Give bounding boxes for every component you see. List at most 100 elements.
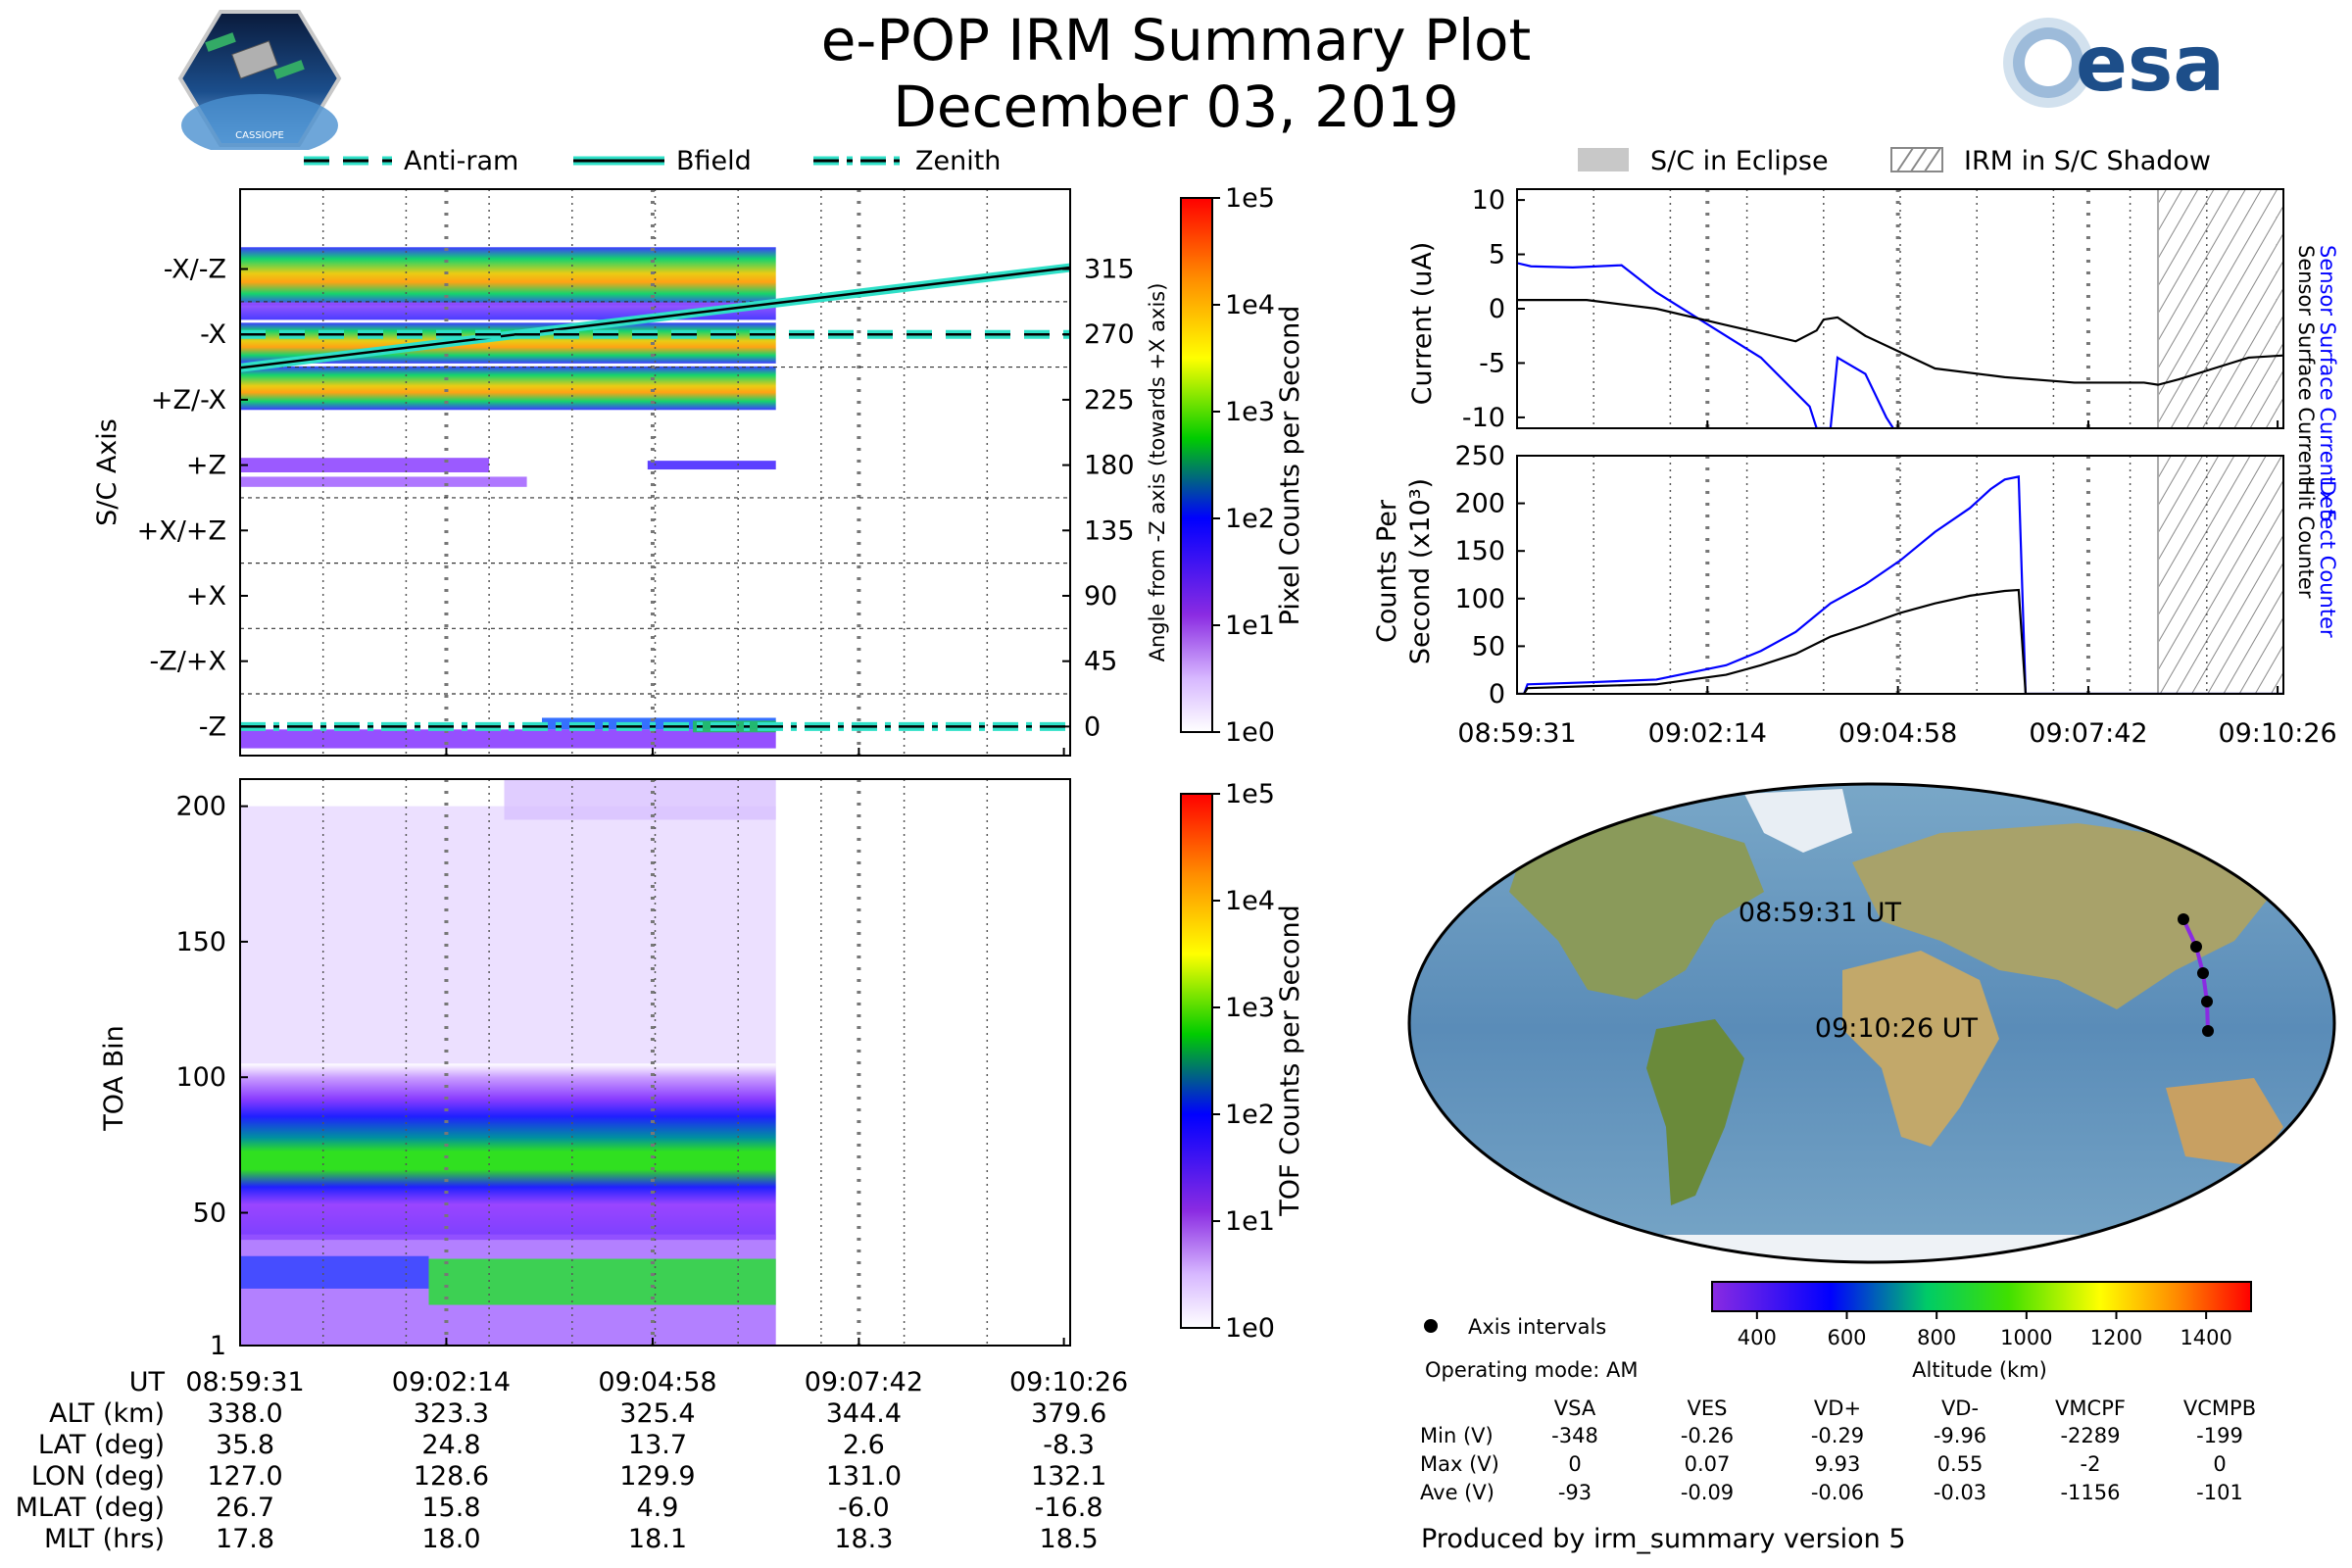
ephemeris-cell: 344.4 xyxy=(825,1398,903,1429)
colorbar-tick-label: 1e4 xyxy=(1225,886,1275,916)
current-ylabel: Current (uA) xyxy=(1407,242,1438,406)
south-america xyxy=(1646,1019,1744,1205)
stats-cell: 0 xyxy=(2213,1452,2227,1476)
tof-colorbar xyxy=(1180,793,1213,1329)
ephemeris-time: 09:04:58 xyxy=(598,1367,717,1397)
ephemeris-row-label: LON (deg) xyxy=(30,1461,165,1492)
esa-logo-text: esa xyxy=(2076,21,2225,109)
line-ytick-label: 250 xyxy=(1454,441,1505,471)
counts-ylabel-line2: Second (x10³) xyxy=(1405,478,1436,664)
colorbar-tick-label: 1e4 xyxy=(1225,290,1275,320)
colorbar-tick-label: 1e0 xyxy=(1225,717,1275,748)
line-ytick-label: 150 xyxy=(1454,536,1505,566)
stats-header: VCMPB xyxy=(2182,1396,2257,1420)
ephemeris-cell: 338.0 xyxy=(207,1398,283,1429)
ephemeris-time: 09:02:14 xyxy=(391,1367,512,1397)
ephemeris-cell: 129.9 xyxy=(619,1461,696,1492)
toa-ytick-label: 200 xyxy=(175,792,226,822)
line-bfield xyxy=(239,266,1071,369)
ephemeris-cell: 2.6 xyxy=(842,1430,885,1460)
axis-ytick-label: +Z xyxy=(186,451,226,481)
legend-line-styles: Anti-ram Bfield Zenith xyxy=(304,146,1001,176)
australia xyxy=(2166,1078,2283,1166)
ephemeris-cell: 379.6 xyxy=(1030,1398,1107,1429)
esa-logo: esa xyxy=(2003,18,2225,109)
ephemeris-row-label: ALT (km) xyxy=(49,1398,165,1429)
ephemeris-cell: 323.3 xyxy=(413,1398,490,1429)
axis-ytick-label: +X/+Z xyxy=(137,515,226,546)
ephemeris-cell: 132.1 xyxy=(1030,1461,1107,1492)
stats-cell: -1156 xyxy=(2060,1481,2121,1504)
right-axis-labels: Sensor Surface Current x 5 Sensor Surfac… xyxy=(2294,245,2339,638)
line-ytick-label: 100 xyxy=(1454,584,1505,614)
page-title: e-POP IRM Summary Plot xyxy=(820,7,1532,74)
ephemeris-cell: 17.8 xyxy=(215,1524,275,1554)
axis-y2tick-label: 270 xyxy=(1084,319,1135,350)
axis-ytick-label: -X xyxy=(200,319,226,350)
series-detect-counter xyxy=(1517,475,2283,694)
stats-cell: 0 xyxy=(1568,1452,1582,1476)
toa-ytick-label: 150 xyxy=(175,927,226,957)
ephemeris-cell: 18.3 xyxy=(834,1524,894,1554)
axis-ytick-label: -Z/+X xyxy=(150,647,226,677)
toa-heatmap-frame xyxy=(239,778,1071,1347)
stats-row-label: Min (V) xyxy=(1420,1424,1494,1447)
ephemeris-table: UT 08:59:31 09:02:14 09:04:58 09:07:42 09:10:… xyxy=(0,1367,1176,1568)
stats-header: VD+ xyxy=(1813,1396,1862,1420)
track-start-label: 08:59:31 UT xyxy=(1739,898,1902,928)
legend-shading: S/C in Eclipse IRM in S/C Shadow xyxy=(1578,146,2211,176)
axis-y2tick-label: 45 xyxy=(1084,647,1117,677)
line-xtick-label: 09:02:14 xyxy=(1648,718,1767,749)
ephemeris-cell: 26.7 xyxy=(215,1493,275,1523)
colorbar-tick-label: 1e2 xyxy=(1225,504,1275,534)
axis-interval-dot xyxy=(2178,913,2189,925)
stats-cell: -0.29 xyxy=(1810,1424,1865,1447)
stats-header: VES xyxy=(1687,1396,1728,1420)
ephemeris-cell: 325.4 xyxy=(619,1398,696,1429)
stats-cell: -101 xyxy=(2196,1481,2243,1504)
line-ytick-label: 50 xyxy=(1472,631,1505,662)
axis-interval-dot xyxy=(2190,941,2202,953)
tof-colorbar-label: TOF Counts per Second xyxy=(1275,905,1305,1217)
axis-y2tick-label: 0 xyxy=(1084,711,1101,742)
cassiope-logo: CASSIOPE xyxy=(177,10,342,150)
stats-cell: -9.96 xyxy=(1933,1424,1987,1447)
toa-ytick-label: 50 xyxy=(193,1198,226,1228)
toa-main-band xyxy=(240,1063,776,1241)
stats-header: VSA xyxy=(1553,1396,1596,1420)
world-map: 08:59:31 UT 09:10:26 UT xyxy=(1407,782,2336,1264)
north-america xyxy=(1509,813,1764,1000)
pixel-colorbar-ticks: 1e0 1e1 1e2 1e3 1e4 1e5 xyxy=(1212,186,1275,748)
line-xtick-label: 09:10:26 xyxy=(2218,718,2336,749)
axis-band-plusz-c xyxy=(240,476,527,487)
stats-row-label: Max (V) xyxy=(1420,1452,1499,1476)
line-xtick-label: 09:04:58 xyxy=(1838,718,1957,749)
stats-cell: -2 xyxy=(2080,1452,2101,1476)
stats-header: VD- xyxy=(1940,1396,1980,1420)
ephemeris-cell: 18.0 xyxy=(421,1524,481,1554)
orbit-track xyxy=(2178,913,2214,1037)
toa-sparse-region xyxy=(240,806,776,1078)
axis-ytick-label: +Z/-X xyxy=(151,385,226,416)
counts-ylabel-line1: Counts Per xyxy=(1372,499,1402,643)
line-ytick-label: -10 xyxy=(1462,403,1505,433)
line-xtick-label: 08:59:31 xyxy=(1457,718,1576,749)
altitude-colorbar-label: Altitude (km) xyxy=(1912,1358,2047,1382)
ephemeris-cell: 35.8 xyxy=(215,1430,275,1460)
colorbar-tick-label: 1e3 xyxy=(1225,397,1275,427)
altitude-tick-label: 1000 xyxy=(2000,1326,2052,1349)
colorbar-tick-label: 1e5 xyxy=(1225,779,1275,809)
shadow-region-0 xyxy=(2158,189,2283,428)
ephemeris-cell: 18.5 xyxy=(1039,1524,1099,1554)
legend-eclipse: S/C in Eclipse xyxy=(1650,146,1829,176)
map-legend: Axis intervals Operating mode: AM xyxy=(1424,1315,1638,1382)
operating-mode: Operating mode: AM xyxy=(1425,1358,1638,1382)
current-y2label-black: Sensor Surface Current xyxy=(2294,245,2318,484)
colorbar-tick-label: 1e1 xyxy=(1225,611,1275,641)
stats-cell: 0.55 xyxy=(1936,1452,1984,1476)
stats-row-label: Ave (V) xyxy=(1420,1481,1494,1504)
greenland xyxy=(1744,789,1852,853)
altitude-colorbar: 400 600 800 1000 1200 1400 Altitude (km) xyxy=(1711,1281,2252,1382)
